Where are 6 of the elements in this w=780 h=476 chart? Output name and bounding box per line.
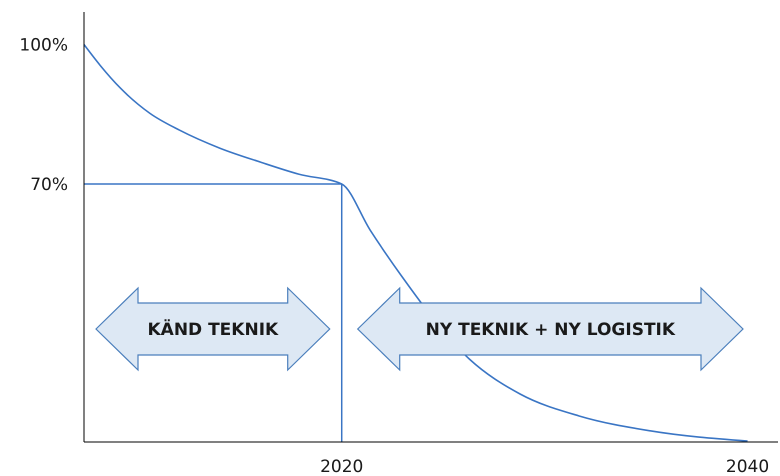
y-tick-label: 100% [19,36,68,56]
x-tick-label: 2040 [726,457,770,476]
annotation: KÄND TEKNIK [148,319,280,340]
annotation: NY TEKNIK + NY LOGISTIK [426,320,676,340]
y-tick-label: 70% [30,175,68,195]
x-tick-label: 2020 [320,457,364,476]
